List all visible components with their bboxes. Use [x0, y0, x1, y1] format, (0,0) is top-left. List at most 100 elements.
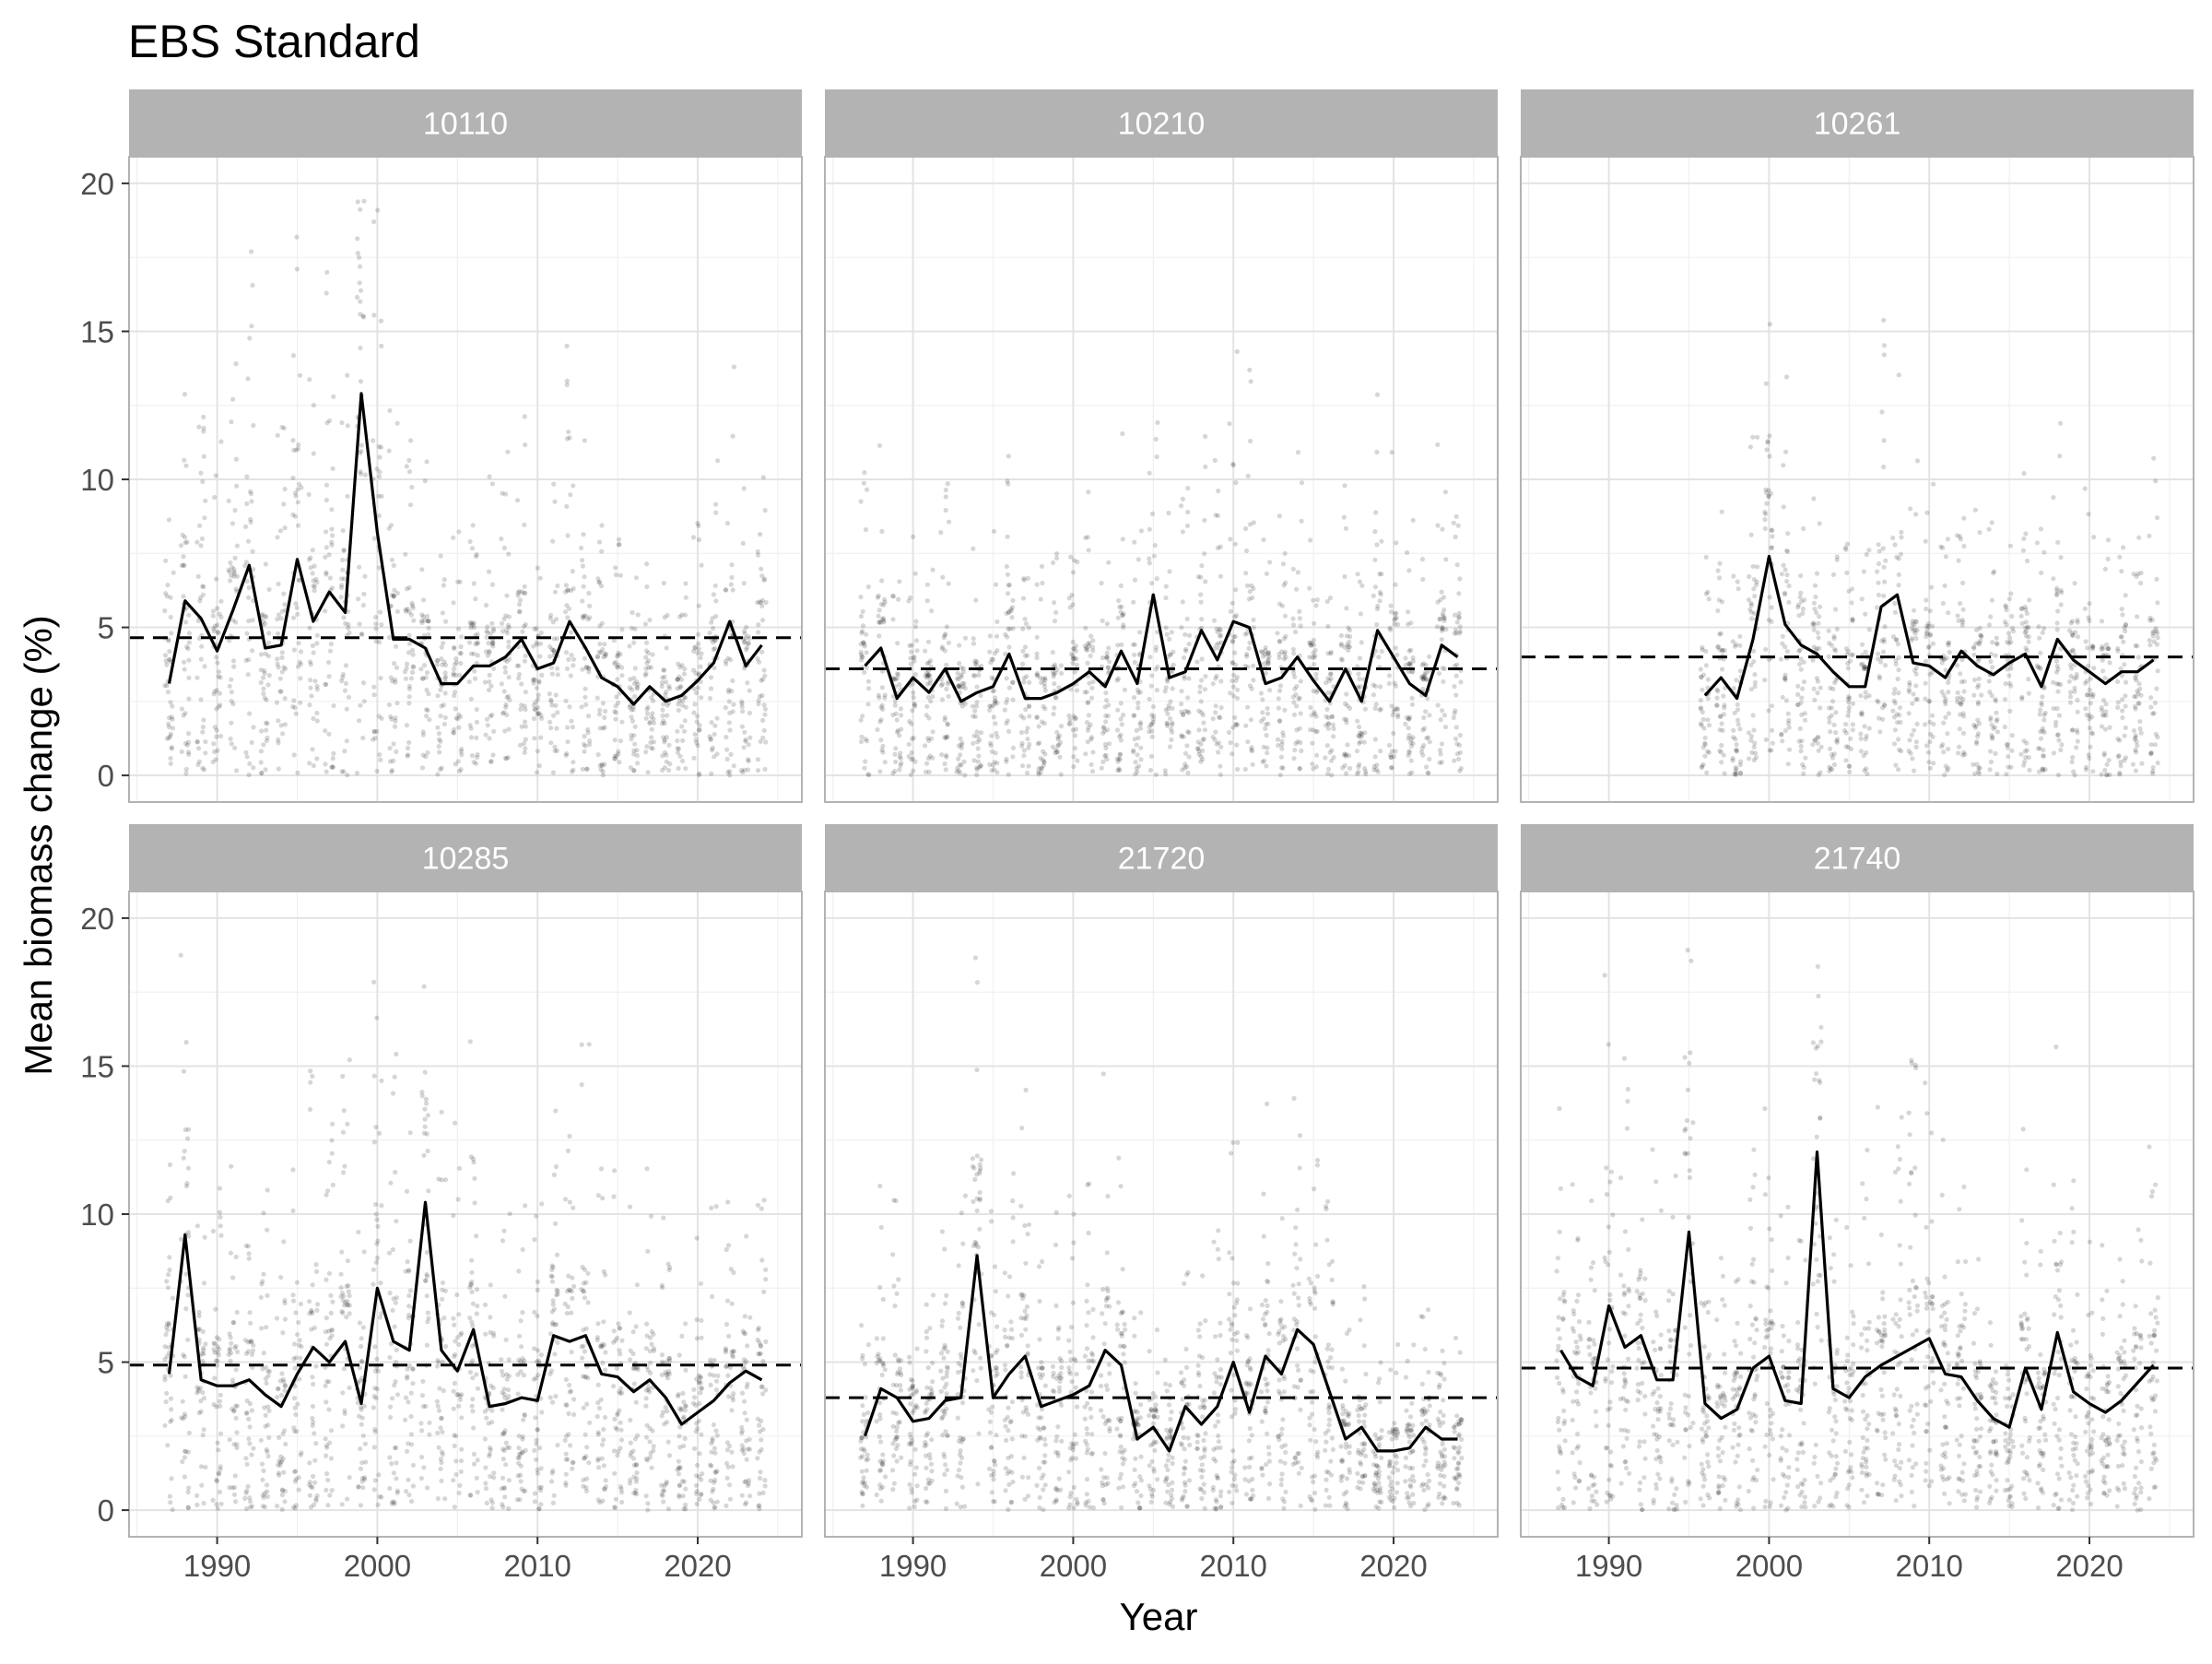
observation-point [713, 502, 718, 507]
observation-point [373, 1478, 378, 1482]
observation-point [1150, 512, 1155, 516]
observation-point [1394, 653, 1399, 657]
observation-point [376, 1369, 381, 1374]
observation-point [275, 1395, 279, 1399]
observation-point [1972, 678, 1977, 682]
observation-point [218, 1398, 222, 1403]
observation-point [1314, 764, 1319, 769]
observation-point [1314, 753, 1319, 758]
observation-point [194, 1503, 199, 1507]
observation-point [940, 575, 945, 580]
observation-point [1770, 605, 1774, 609]
observation-point [896, 728, 900, 733]
observation-point [762, 728, 767, 733]
observation-point [309, 693, 313, 698]
observation-point [168, 1500, 172, 1505]
observation-point [994, 634, 999, 639]
observation-point [663, 765, 667, 770]
observation-point [500, 629, 505, 633]
observation-point [182, 713, 186, 717]
observation-point [1251, 664, 1255, 668]
observation-point [682, 672, 687, 677]
observation-point [376, 1503, 381, 1507]
observation-point [1926, 750, 1931, 755]
observation-point [388, 746, 393, 750]
observation-point [1088, 654, 1093, 658]
observation-point [551, 482, 556, 487]
observation-point [677, 708, 681, 713]
observation-point [250, 1504, 254, 1508]
observation-point [1931, 482, 1936, 487]
observation-point [727, 773, 732, 777]
observation-point [1169, 738, 1173, 742]
observation-point [1069, 593, 1074, 597]
facet-strip-label: 10261 [1814, 107, 1901, 142]
observation-point [1719, 760, 1724, 764]
observation-point [1946, 680, 1950, 685]
observation-point [532, 702, 536, 707]
observation-point [203, 750, 207, 755]
observation-point [233, 1499, 238, 1504]
observation-point [1375, 393, 1380, 397]
observation-point [2083, 706, 2088, 711]
observation-point [295, 771, 300, 775]
observation-point [290, 1209, 295, 1213]
observation-point [1331, 734, 1335, 738]
observation-point [1035, 583, 1040, 587]
observation-point [1181, 599, 1185, 604]
observation-point [1847, 764, 1852, 769]
observation-point [909, 662, 913, 667]
observation-point [1378, 749, 1382, 753]
observation-point [1847, 770, 1852, 774]
observation-point [1025, 737, 1030, 741]
observation-point [582, 532, 586, 537]
observation-point [1454, 741, 1459, 746]
observation-point [1089, 696, 1094, 701]
observation-point [393, 1502, 397, 1506]
observation-point [1019, 730, 1024, 735]
observation-point [1749, 616, 1754, 620]
facet-panel: 10261 [1521, 89, 2194, 802]
observation-point [1875, 570, 1879, 574]
observation-point [169, 631, 173, 635]
observation-point [756, 757, 760, 761]
observation-point [1893, 610, 1898, 615]
observation-point [532, 716, 536, 721]
observation-point [677, 614, 682, 619]
observation-point [760, 718, 765, 723]
observation-point [359, 1503, 363, 1507]
observation-point [1231, 634, 1236, 639]
observation-point [665, 613, 670, 618]
observation-point [1118, 752, 1123, 757]
observation-point [913, 624, 918, 629]
observation-point [357, 565, 361, 570]
observation-point [250, 283, 254, 288]
observation-point [1042, 721, 1047, 726]
facet-strip-label: 10285 [422, 842, 510, 877]
observation-point [312, 588, 317, 593]
observation-point [1088, 633, 1093, 638]
observation-point [1800, 611, 1805, 616]
observation-point [729, 689, 734, 693]
observation-point [232, 746, 237, 750]
observation-point [715, 716, 720, 721]
observation-point [746, 634, 750, 639]
observation-point [1231, 673, 1236, 678]
observation-point [1896, 690, 1900, 695]
observation-point [1892, 741, 1897, 746]
observation-point [468, 723, 473, 727]
observation-point [1089, 762, 1094, 767]
observation-point [1907, 688, 1912, 692]
observation-point [391, 1091, 395, 1095]
observation-point [340, 1074, 345, 1079]
observation-point [1456, 757, 1461, 761]
observation-point [1152, 554, 1157, 559]
observation-point [1420, 753, 1425, 758]
observation-point [343, 621, 347, 626]
observation-point [1771, 741, 1775, 746]
observation-point [394, 644, 398, 649]
observation-point [1011, 626, 1016, 631]
observation-point [392, 1296, 396, 1301]
observation-point [1199, 699, 1204, 703]
observation-point [743, 738, 747, 742]
